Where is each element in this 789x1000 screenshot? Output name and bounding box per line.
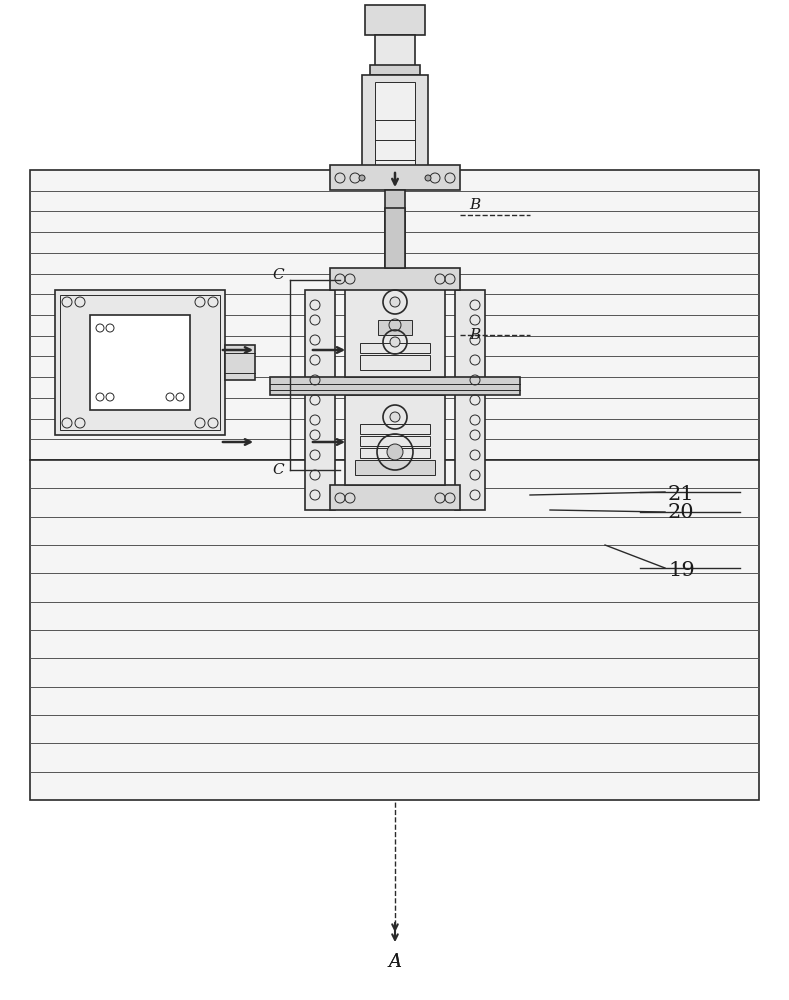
Bar [388, 439, 402, 449]
Bar [375, 35, 415, 70]
Text: 19: 19 [668, 560, 695, 580]
Bar [360, 343, 430, 353]
Text: B: B [469, 198, 481, 212]
Bar [365, 5, 425, 35]
Bar [225, 345, 255, 380]
Bar [378, 320, 412, 335]
Circle shape [390, 412, 400, 422]
Bar [385, 190, 405, 280]
Bar [385, 208, 405, 268]
Bar [383, 365, 407, 395]
Bar [330, 485, 460, 510]
Bar [330, 165, 460, 190]
Bar [360, 448, 430, 458]
Bar [345, 287, 445, 377]
Bar [55, 290, 225, 435]
Bar [375, 82, 415, 165]
Bar [305, 290, 335, 510]
Circle shape [425, 175, 431, 181]
Bar [90, 315, 190, 410]
Bar [355, 460, 435, 475]
Bar [362, 75, 428, 170]
Bar [270, 377, 520, 395]
Bar [360, 424, 430, 434]
Bar [30, 460, 759, 800]
Text: A: A [388, 953, 402, 971]
Text: B: B [469, 328, 481, 342]
Bar [370, 65, 420, 75]
Bar [30, 170, 759, 460]
Bar [60, 295, 220, 430]
Bar [383, 278, 407, 290]
Bar [360, 436, 430, 446]
Text: C: C [272, 268, 284, 282]
Text: A: A [388, 953, 402, 971]
Circle shape [390, 297, 400, 307]
Circle shape [387, 444, 403, 460]
Bar [330, 268, 460, 290]
Circle shape [390, 337, 400, 347]
Bar [345, 395, 445, 485]
Circle shape [359, 175, 365, 181]
Bar [360, 355, 430, 370]
Text: 21: 21 [668, 486, 694, 504]
Text: 20: 20 [668, 502, 694, 522]
Bar [455, 290, 485, 510]
Text: C: C [272, 463, 284, 477]
